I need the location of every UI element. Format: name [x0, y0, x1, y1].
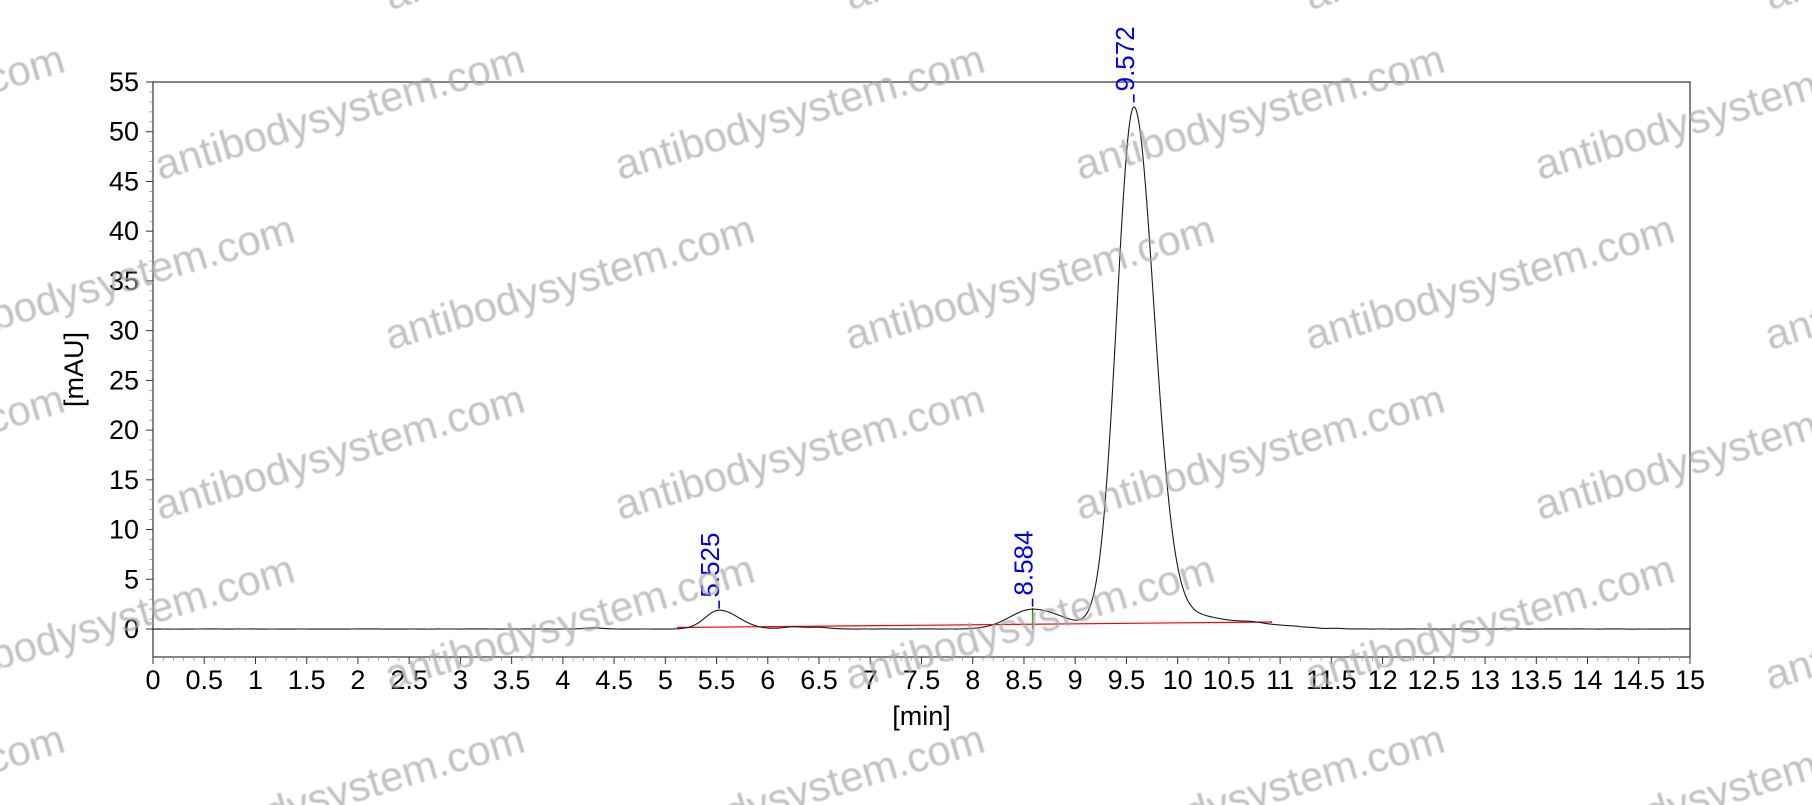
svg-text:10: 10: [1163, 665, 1193, 695]
svg-text:45: 45: [109, 166, 139, 196]
svg-text:12: 12: [1368, 665, 1398, 695]
svg-text:12.5: 12.5: [1408, 665, 1461, 695]
svg-text:1.5: 1.5: [288, 665, 326, 695]
svg-text:3.5: 3.5: [493, 665, 531, 695]
svg-text:[min]: [min]: [892, 701, 951, 731]
svg-text:55: 55: [109, 67, 139, 97]
svg-text:5.5: 5.5: [698, 665, 736, 695]
svg-text:25: 25: [109, 365, 139, 395]
svg-text:8: 8: [965, 665, 980, 695]
svg-text:3: 3: [453, 665, 468, 695]
svg-text:11.5: 11.5: [1306, 665, 1357, 695]
svg-text:15: 15: [1675, 665, 1705, 695]
svg-text:30: 30: [109, 316, 139, 346]
svg-text:7.5: 7.5: [903, 665, 941, 695]
svg-text:6.5: 6.5: [800, 665, 838, 695]
svg-text:1: 1: [248, 665, 263, 695]
svg-text:5.525: 5.525: [695, 533, 725, 598]
svg-text:20: 20: [109, 415, 139, 445]
svg-text:8.584: 8.584: [1009, 531, 1039, 596]
svg-text:50: 50: [109, 117, 139, 147]
svg-text:2.5: 2.5: [390, 665, 428, 695]
svg-text:5: 5: [124, 564, 139, 594]
svg-text:0.5: 0.5: [185, 665, 223, 695]
svg-text:[mAU]: [mAU]: [59, 332, 89, 407]
svg-text:5: 5: [658, 665, 673, 695]
svg-text:0: 0: [124, 614, 139, 644]
svg-text:14.5: 14.5: [1612, 665, 1665, 695]
svg-text:7: 7: [863, 665, 878, 695]
svg-text:35: 35: [109, 266, 139, 296]
svg-text:13.5: 13.5: [1510, 665, 1563, 695]
svg-text:9: 9: [1068, 665, 1083, 695]
svg-text:9.572: 9.572: [1110, 26, 1140, 91]
svg-text:4.5: 4.5: [595, 665, 633, 695]
svg-text:0: 0: [145, 665, 160, 695]
svg-text:10.5: 10.5: [1203, 665, 1256, 695]
svg-text:40: 40: [109, 216, 139, 246]
svg-text:4: 4: [555, 665, 570, 695]
svg-text:11: 11: [1266, 665, 1294, 695]
svg-text:15: 15: [109, 465, 139, 495]
svg-text:13: 13: [1470, 665, 1500, 695]
svg-text:9.5: 9.5: [1108, 665, 1146, 695]
svg-text:8.5: 8.5: [1005, 665, 1043, 695]
svg-text:10: 10: [109, 515, 139, 545]
svg-text:6: 6: [760, 665, 775, 695]
svg-text:2: 2: [350, 665, 365, 695]
svg-text:14: 14: [1573, 665, 1603, 695]
